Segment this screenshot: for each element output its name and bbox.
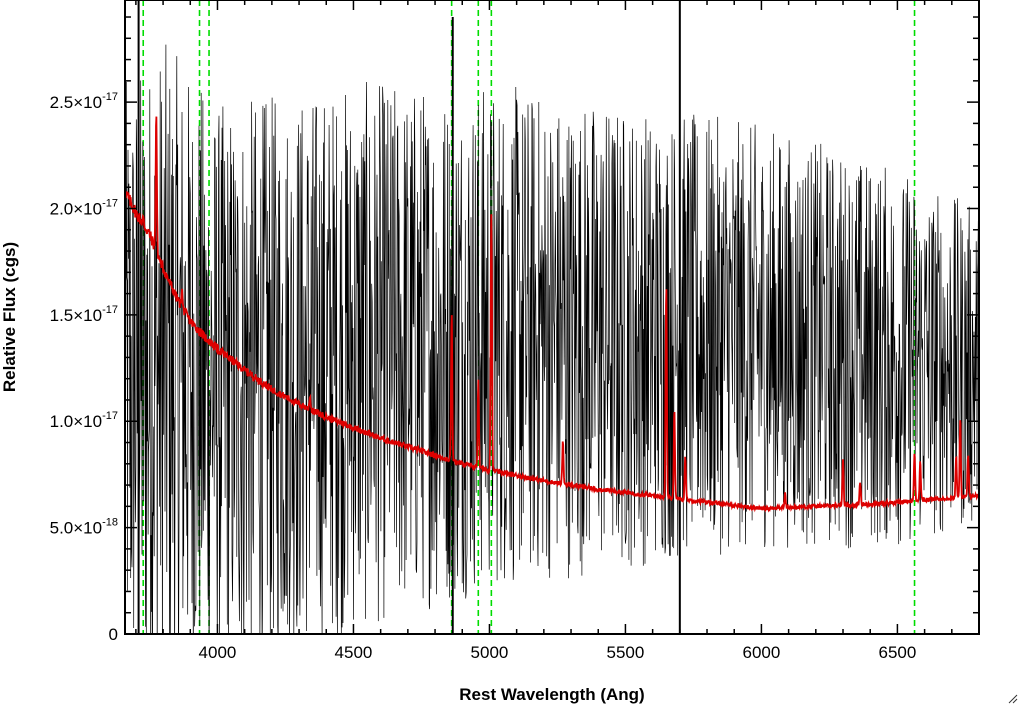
x-axis: 4000 4500 5000 5500 6000 6500 [135, 0, 980, 662]
y-axis-title: Relative Flux (cgs) [0, 242, 19, 392]
plot-frame [124, 0, 980, 635]
observed-spectrum [125, 0, 979, 634]
y-axis: 0 5.0×10-18 1.0×10-17 1.5×10-17 2.0×10-17 2.5… [50, 16, 979, 644]
resize-grip-icon [1008, 694, 1018, 704]
y-tick-label: 1.0×10-17 [50, 410, 118, 431]
model-spectrum [125, 116, 979, 513]
x-tick-label: 4000 [199, 643, 237, 662]
x-tick-label: 6500 [878, 643, 916, 662]
x-tick-label: 6000 [743, 643, 781, 662]
x-tick-label: 5000 [471, 643, 509, 662]
y-tick-label: 1.5×10-17 [50, 304, 118, 325]
y-tick-label: 0 [109, 625, 118, 644]
y-tick-label: 5.0×10-18 [50, 517, 118, 538]
x-tick-label: 4500 [335, 643, 373, 662]
x-tick-label: 5500 [607, 643, 645, 662]
observed-spectrum-line [125, 44, 979, 634]
x-axis-title: Rest Wavelength (Ang) [459, 685, 644, 704]
model-spectrum-line [125, 116, 979, 513]
y-tick-label: 2.0×10-17 [50, 197, 118, 218]
y-tick-label: 2.5×10-17 [50, 91, 118, 112]
